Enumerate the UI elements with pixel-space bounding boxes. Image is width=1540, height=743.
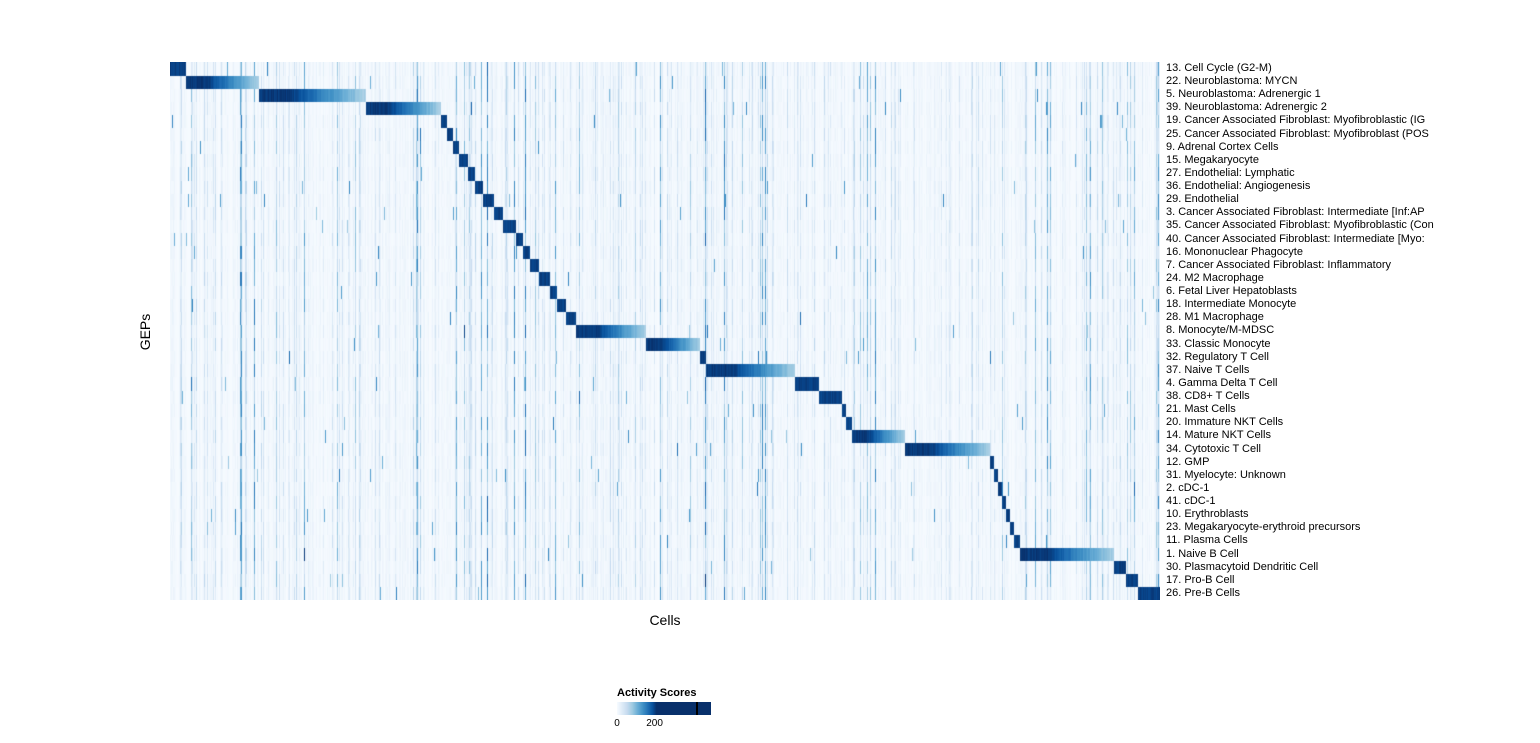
row-label: 34. Cytotoxic T Cell (1166, 442, 1261, 455)
legend-colorbar (617, 702, 711, 715)
row-label: 18. Intermediate Monocyte (1166, 298, 1297, 311)
row-label: 4. Gamma Delta T Cell (1166, 376, 1278, 389)
row-label: 8. Monocyte/M-MDSC (1166, 324, 1275, 337)
row-label: 6. Fetal Liver Hepatoblasts (1166, 285, 1297, 298)
x-axis-label: Cells (649, 612, 681, 628)
row-label: 20. Immature NKT Cells (1166, 416, 1284, 429)
row-label: 21. Mast Cells (1166, 403, 1236, 416)
row-label: 39. Neuroblastoma: Adrenergic 2 (1166, 101, 1327, 114)
row-label: 15. Megakaryocyte (1166, 153, 1259, 166)
row-label: 3. Cancer Associated Fibroblast: Interme… (1166, 206, 1425, 219)
row-label: 1. Naive B Cell (1166, 547, 1239, 560)
row-label: 16. Mononuclear Phagocyte (1166, 245, 1303, 258)
row-label: 9. Adrenal Cortex Cells (1166, 140, 1279, 153)
row-label: 33. Classic Monocyte (1166, 337, 1271, 350)
row-label: 13. Cell Cycle (G2-M) (1166, 62, 1272, 74)
row-label: 27. Endothelial: Lymphatic (1166, 166, 1295, 179)
row-label: 41. cDC-1 (1166, 495, 1216, 508)
row-label: 25. Cancer Associated Fibroblast: Myofib… (1166, 127, 1429, 140)
row-label: 40. Cancer Associated Fibroblast: Interm… (1166, 232, 1425, 245)
legend: Activity Scores 0 200 (614, 687, 797, 737)
row-label: 22. Neuroblastoma: MYCN (1166, 75, 1298, 88)
row-label: 12. GMP (1166, 455, 1210, 468)
row-label: 2. cDC-1 (1166, 481, 1210, 494)
row-label: 30. Plasmacytoid Dendritic Cell (1166, 560, 1319, 573)
row-label: 23. Megakaryocyte-erythroid precursors (1166, 521, 1361, 534)
row-label: 17. Pro-B Cell (1166, 573, 1235, 586)
row-label: 5. Neuroblastoma: Adrenergic 1 (1166, 88, 1321, 101)
legend-title: Activity Scores (617, 687, 697, 699)
row-label: 31. Myelocyte: Unknown (1166, 468, 1286, 481)
legend-tick-max: 200 (646, 718, 663, 729)
row-label: 29. Endothelial (1166, 193, 1239, 206)
legend-ticks: 0 200 (614, 718, 711, 732)
row-label: 36. Endothelial: Angiogenesis (1166, 180, 1311, 193)
row-label: 35. Cancer Associated Fibroblast: Myofib… (1166, 219, 1434, 232)
legend-tick-min: 0 (614, 718, 620, 729)
row-label: 24. M2 Macrophage (1166, 271, 1264, 284)
row-label: 7. Cancer Associated Fibroblast: Inflamm… (1166, 258, 1391, 271)
row-label: 14. Mature NKT Cells (1166, 429, 1271, 442)
row-label: 32. Regulatory T Cell (1166, 350, 1269, 363)
row-labels-column: 13. Cell Cycle (G2-M) 22. Neuroblastoma: … (1166, 62, 1540, 600)
row-label: 38. CD8+ T Cells (1166, 390, 1250, 403)
row-label: 26. Pre-B Cells (1166, 586, 1240, 599)
row-label: 19. Cancer Associated Fibroblast: Myofib… (1166, 114, 1426, 127)
legend-max-marker (695, 702, 698, 715)
row-label: 28. M1 Macrophage (1166, 311, 1264, 324)
row-label: 10. Erythroblasts (1166, 508, 1249, 521)
row-label: 37. Naive T Cells (1166, 363, 1250, 376)
y-axis-label: GEPs (137, 313, 153, 351)
heatmap-canvas (170, 62, 1160, 600)
row-label: 11. Plasma Cells (1166, 534, 1248, 547)
